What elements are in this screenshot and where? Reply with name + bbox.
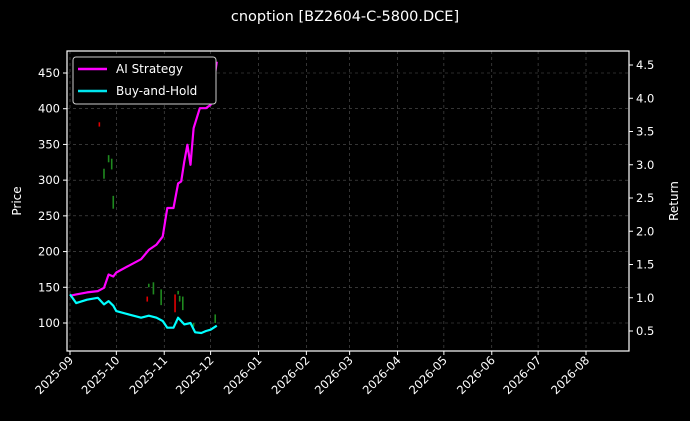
candlestick bbox=[146, 296, 149, 302]
x-tick-label: 2026-03 bbox=[312, 353, 356, 397]
chart-title: cnoption [BZ2604-C-5800.DCE] bbox=[230, 9, 460, 25]
left-y-axis: 100 150 200 250 300 350 400 450 bbox=[38, 66, 67, 330]
candlestick bbox=[214, 314, 217, 323]
left-y-tick-label: 250 bbox=[38, 209, 60, 223]
plot-frame bbox=[66, 50, 630, 352]
x-tick-label: 2026-02 bbox=[269, 353, 313, 397]
candlestick bbox=[174, 294, 176, 313]
right-y-axis: 0.5 1.0 1.5 2.0 2.5 3.0 3.5 4.0 4.5 bbox=[629, 58, 654, 338]
candlestick bbox=[160, 289, 162, 306]
x-tick-label: 2026-07 bbox=[500, 353, 544, 397]
candlestick bbox=[98, 122, 101, 127]
x-axis: 2025-09 2025-10 2025-11 2025-12 2026-01 2026-… bbox=[32, 351, 592, 397]
series-line-ai-strategy bbox=[69, 61, 218, 297]
left-y-tick-label: 400 bbox=[38, 102, 60, 116]
candlestick bbox=[181, 296, 184, 311]
series-line-buy-and-hold bbox=[69, 293, 218, 335]
candlestick bbox=[147, 283, 150, 288]
x-tick-label: 2025-11 bbox=[126, 353, 170, 397]
left-y-tick-label: 350 bbox=[38, 137, 60, 151]
x-tick-label: 2025-12 bbox=[173, 353, 217, 397]
right-y-tick-label: 2.5 bbox=[636, 191, 654, 205]
right-y-tick-label: 4.0 bbox=[636, 91, 654, 105]
grid-lines bbox=[67, 51, 629, 351]
x-tick-label: 2025-10 bbox=[79, 353, 123, 397]
candlestick bbox=[177, 290, 179, 295]
candlestick bbox=[110, 158, 113, 170]
right-y-tick-label: 2.0 bbox=[636, 224, 654, 238]
x-tick-label: 2026-01 bbox=[221, 353, 265, 397]
right-y-tick-label: 4.5 bbox=[636, 58, 654, 72]
candlestick bbox=[107, 155, 110, 163]
legend-label-ai-strategy: AI Strategy bbox=[116, 62, 183, 76]
left-y-tick-label: 300 bbox=[38, 173, 60, 187]
candlestick bbox=[112, 195, 115, 209]
left-y-tick-label: 450 bbox=[38, 66, 60, 80]
x-tick-label: 2026-06 bbox=[454, 353, 498, 397]
left-axis-label: Price bbox=[10, 186, 24, 215]
candlestick bbox=[178, 295, 181, 302]
series-lines bbox=[69, 61, 218, 335]
right-y-tick-label: 0.5 bbox=[636, 324, 654, 338]
candlestick bbox=[192, 323, 195, 327]
right-axis-label: Return bbox=[667, 181, 681, 221]
right-y-tick-label: 3.5 bbox=[636, 125, 654, 139]
legend: AI Strategy Buy-and-Hold bbox=[72, 56, 217, 105]
x-tick-label: 2026-04 bbox=[360, 353, 404, 397]
x-tick-label: 2026-05 bbox=[406, 353, 450, 397]
right-y-tick-label: 1.5 bbox=[636, 258, 654, 272]
x-tick-label: 2025-09 bbox=[32, 353, 76, 397]
left-y-tick-label: 100 bbox=[38, 316, 60, 330]
right-y-tick-label: 3.0 bbox=[636, 158, 654, 172]
right-y-tick-label: 1.0 bbox=[636, 291, 654, 305]
x-tick-label: 2026-08 bbox=[548, 353, 592, 397]
candlesticks bbox=[98, 122, 217, 327]
left-y-tick-label: 200 bbox=[38, 245, 60, 259]
left-y-tick-label: 150 bbox=[38, 280, 60, 294]
candlestick bbox=[103, 168, 105, 179]
candlestick bbox=[152, 282, 155, 295]
legend-label-buy-and-hold: Buy-and-Hold bbox=[116, 84, 197, 98]
